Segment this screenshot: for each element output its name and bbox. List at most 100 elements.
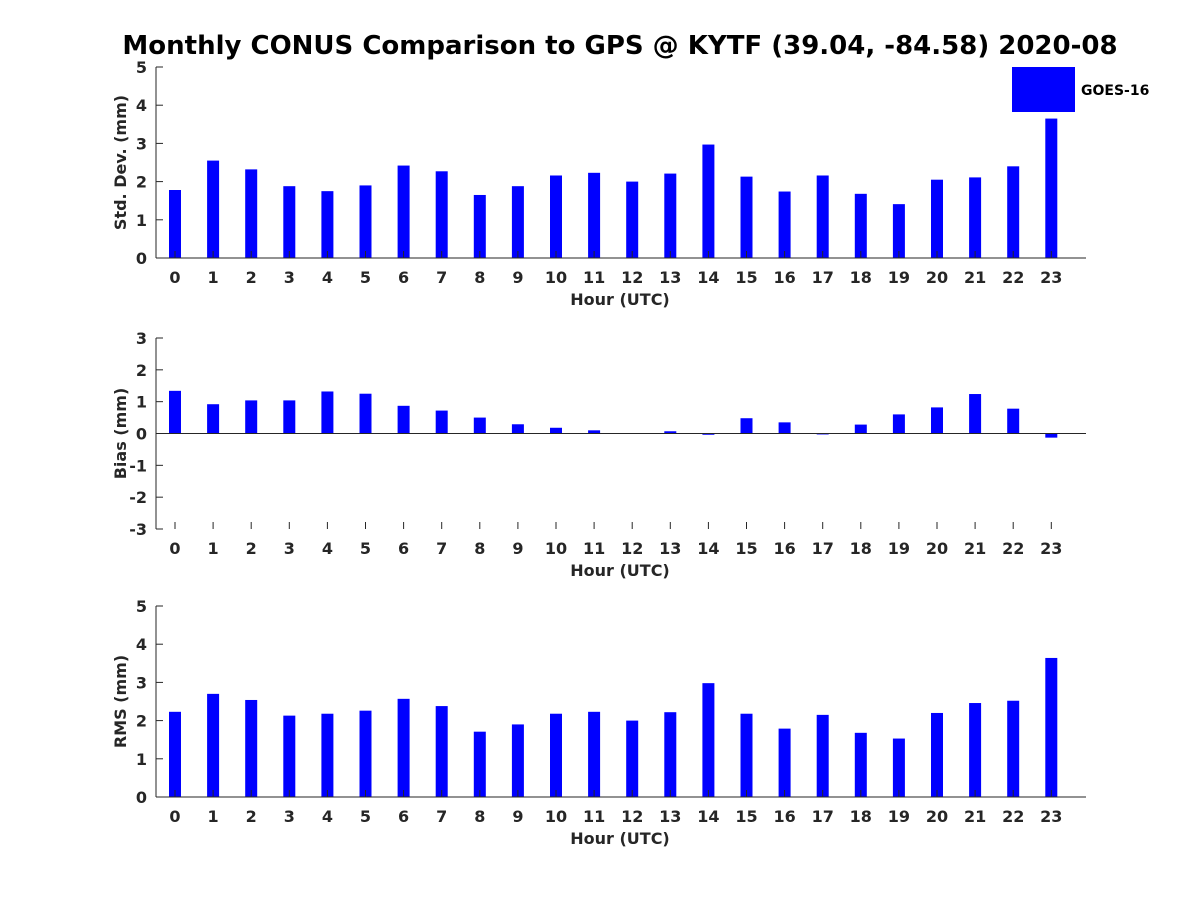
- rms-x-tick-label: 15: [735, 807, 757, 826]
- rms-bar-hour-15: [740, 713, 753, 797]
- rms-x-tick-label: 13: [659, 807, 681, 826]
- std-dev-bar-hour-14: [702, 144, 715, 258]
- std-dev-bar-hour-0: [169, 190, 181, 258]
- rms-bar-hour-9: [511, 724, 524, 797]
- std-dev-x-tick-label: 18: [850, 268, 872, 287]
- rms-bar-hour-5: [359, 710, 372, 797]
- rms-x-tick-label: 18: [850, 807, 872, 826]
- std-dev-bar-hour-22: [1007, 166, 1020, 258]
- bias-bar-hour-6: [397, 405, 410, 434]
- bias-x-tick-label: 8: [474, 539, 485, 558]
- std-dev-bar-hour-16: [778, 191, 791, 258]
- std-dev-x-tick-label: 20: [926, 268, 948, 287]
- rms-x-tick-label: 5: [360, 807, 371, 826]
- std-dev-x-tick-label: 17: [812, 268, 834, 287]
- bias-x-tick-label: 5: [360, 539, 371, 558]
- bias-x-tick-label: 21: [964, 539, 986, 558]
- bias-bar-hour-23: [1045, 433, 1058, 438]
- bias-x-tick-label: 17: [812, 539, 834, 558]
- std-dev-x-tick-label: 22: [1002, 268, 1024, 287]
- bias-y-tick-label: 2: [136, 361, 147, 380]
- rms-x-tick-label: 7: [436, 807, 447, 826]
- bias-bar-hour-20: [931, 407, 943, 434]
- rms-bar-hour-23: [1045, 657, 1058, 797]
- bias-bar-hour-5: [359, 393, 372, 434]
- rms-x-tick-label: 19: [888, 807, 910, 826]
- std-dev-x-tick-label: 0: [169, 268, 180, 287]
- rms-bar-hour-4: [321, 713, 334, 797]
- bias-bar-hour-0: [169, 390, 181, 434]
- rms-bar-hour-14: [702, 683, 715, 797]
- rms-y-tick-label: 1: [136, 750, 147, 769]
- bias-bar-hour-10: [550, 427, 562, 434]
- bias-x-tick-label: 10: [545, 539, 567, 558]
- std-dev-y-tick-label: 4: [136, 96, 147, 115]
- std-dev-y-tick-label: 1: [136, 211, 147, 230]
- rms-x-tick-label: 9: [512, 807, 523, 826]
- rms-y-tick-label: 5: [136, 597, 147, 616]
- std-dev-bar-hour-2: [245, 169, 258, 258]
- rms-bar-hour-6: [397, 698, 410, 797]
- std-dev-bar-hour-15: [740, 176, 753, 258]
- legend-label: GOES-16: [1081, 83, 1149, 99]
- rms-bar-hour-17: [816, 714, 829, 797]
- std-dev-x-tick-label: 3: [284, 268, 295, 287]
- bias-y-tick-label: -3: [129, 520, 147, 539]
- rms-x-tick-label: 21: [964, 807, 986, 826]
- bias-bar-hour-3: [283, 400, 296, 434]
- bias-bar-hour-13: [664, 431, 677, 434]
- std-dev-y-tick-label: 3: [136, 134, 147, 153]
- rms-y-tick-label: 3: [136, 673, 147, 692]
- rms-x-tick-label: 3: [284, 807, 295, 826]
- bias-bar-hour-15: [740, 418, 753, 434]
- rms-x-tick-label: 1: [208, 807, 219, 826]
- rms-x-tick-label: 12: [621, 807, 643, 826]
- std-dev-x-tick-label: 10: [545, 268, 567, 287]
- std-dev-x-tick-label: 12: [621, 268, 643, 287]
- rms-bar-hour-19: [892, 738, 905, 797]
- bias-x-tick-label: 9: [512, 539, 523, 558]
- std-dev-x-tick-label: 4: [322, 268, 333, 287]
- rms-bar-hour-2: [245, 699, 258, 797]
- rms-x-tick-label: 6: [398, 807, 409, 826]
- bias-bar-hour-2: [245, 400, 258, 434]
- bias-y-tick-label: 0: [136, 425, 147, 444]
- bias-x-tick-label: 22: [1002, 539, 1024, 558]
- rms-bar-hour-13: [664, 712, 677, 797]
- rms-y-axis-label: RMS (mm): [111, 655, 130, 748]
- std-dev-bar-hour-3: [283, 186, 296, 258]
- std-dev-bar-hour-6: [397, 165, 410, 258]
- bias-x-tick-label: 4: [322, 539, 333, 558]
- rms-bar-hour-21: [969, 703, 982, 797]
- rms-bar-hour-0: [169, 711, 181, 797]
- rms-y-tick-label: 0: [136, 788, 147, 807]
- std-dev-bar-hour-9: [511, 186, 524, 258]
- rms-x-tick-label: 20: [926, 807, 948, 826]
- rms-x-tick-label: 14: [697, 807, 719, 826]
- bias-bar-hour-14: [702, 433, 715, 435]
- std-dev-bar-hour-19: [892, 204, 905, 258]
- rms-bar-hour-12: [626, 720, 639, 797]
- std-dev-x-tick-label: 8: [474, 268, 485, 287]
- rms-bar-hour-1: [207, 693, 220, 797]
- std-dev-x-axis-label: Hour (UTC): [570, 290, 670, 309]
- bias-bar-hour-9: [511, 424, 524, 434]
- std-dev-x-tick-label: 21: [964, 268, 986, 287]
- rms-x-tick-label: 16: [773, 807, 795, 826]
- bias-bar-hour-8: [473, 417, 486, 434]
- rms-x-tick-label: 17: [812, 807, 834, 826]
- bias-x-tick-label: 13: [659, 539, 681, 558]
- bias-x-tick-label: 18: [850, 539, 872, 558]
- std-dev-y-tick-label: 2: [136, 173, 147, 192]
- bias-bar-hour-7: [435, 410, 448, 434]
- bias-x-tick-label: 0: [169, 539, 180, 558]
- std-dev-x-tick-label: 23: [1040, 268, 1062, 287]
- rms-x-tick-label: 4: [322, 807, 333, 826]
- bias-x-tick-label: 23: [1040, 539, 1062, 558]
- std-dev-bar-hour-5: [359, 185, 372, 258]
- std-dev-x-tick-label: 11: [583, 268, 605, 287]
- chart-title: Monthly CONUS Comparison to GPS @ KYTF (…: [122, 31, 1117, 61]
